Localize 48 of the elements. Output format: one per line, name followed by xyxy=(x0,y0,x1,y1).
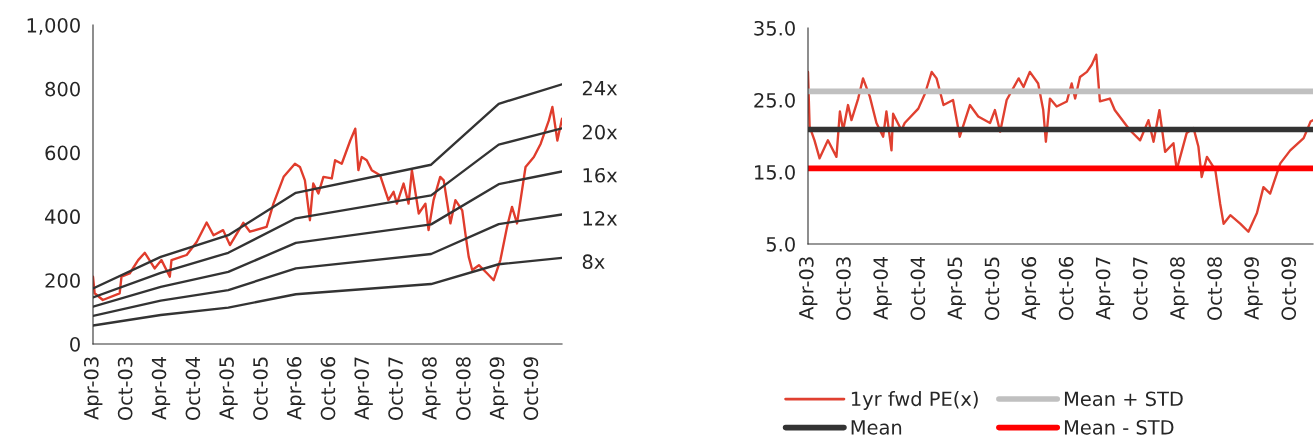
x-tick-label: Apr-09 xyxy=(489,357,509,420)
x-tick-label: Oct-04 xyxy=(185,356,201,421)
x-tick-label: Oct-05 xyxy=(253,357,268,421)
series-label: 20x xyxy=(582,124,618,140)
x-tick-label: Apr-07 xyxy=(1095,257,1115,320)
x-tick-label: Oct-05 xyxy=(984,257,1000,321)
x-tick-label: Oct-08 xyxy=(1207,257,1222,321)
x-tick-label: Oct-06 xyxy=(320,357,336,421)
series-label: 8x xyxy=(582,254,605,270)
x-tick-label: Oct-03 xyxy=(117,357,133,421)
y-tick-label: 5.0 xyxy=(766,236,795,252)
legend-label: Mean - STD xyxy=(1064,419,1174,435)
x-tick-label: Apr-04 xyxy=(151,356,171,420)
y-tick-label: 35.0 xyxy=(754,20,795,36)
y-tick-label: 25.0 xyxy=(754,92,795,108)
y-tick-label: 800 xyxy=(45,81,80,97)
x-tick-label: Oct-04 xyxy=(910,256,926,321)
x-tick-label: Apr-07 xyxy=(354,357,373,420)
x-tick-label: Oct-06 xyxy=(1058,257,1074,321)
x-tick-label: Oct-09 xyxy=(1281,257,1297,321)
series-label: 24x xyxy=(582,80,618,96)
legend-label: 1yr fwd PE(x) xyxy=(851,391,978,410)
x-tick-label: Apr-03 xyxy=(798,257,818,320)
x-tick-label: Apr-03 xyxy=(83,357,103,420)
x-tick-label: Apr-05 xyxy=(947,257,966,320)
x-tick-label: Oct-03 xyxy=(836,257,851,321)
x-tick-label: Oct-07 xyxy=(388,357,403,421)
y-tick-label: 600 xyxy=(45,145,80,161)
y-tick-label: 400 xyxy=(45,209,80,225)
legend-label: Mean xyxy=(851,420,902,435)
x-tick-label: Apr-06 xyxy=(286,357,306,420)
y-tick-label: 200 xyxy=(45,273,80,288)
series-label: 12x xyxy=(583,210,618,226)
y-tick-label: 0 xyxy=(70,336,80,352)
legend-label: Mean + STD xyxy=(1064,391,1183,407)
x-tick-label: Apr-08 xyxy=(1170,257,1189,320)
y-tick-label: 15.0 xyxy=(755,164,795,180)
x-tick-label: Oct-08 xyxy=(455,357,471,421)
x-tick-label: Apr-06 xyxy=(1021,257,1041,320)
x-tick-label: Apr-09 xyxy=(1244,257,1263,320)
line-series xyxy=(808,53,1313,233)
x-tick-label: Apr-08 xyxy=(422,357,441,420)
x-tick-label: Oct-09 xyxy=(523,357,539,421)
x-tick-label: Apr-04 xyxy=(873,256,892,320)
x-tick-label: Apr-05 xyxy=(219,357,238,420)
series-label: 16x xyxy=(583,167,618,183)
x-tick-label: Oct-07 xyxy=(1132,257,1148,321)
y-tick-label: 1,000 xyxy=(27,17,80,35)
